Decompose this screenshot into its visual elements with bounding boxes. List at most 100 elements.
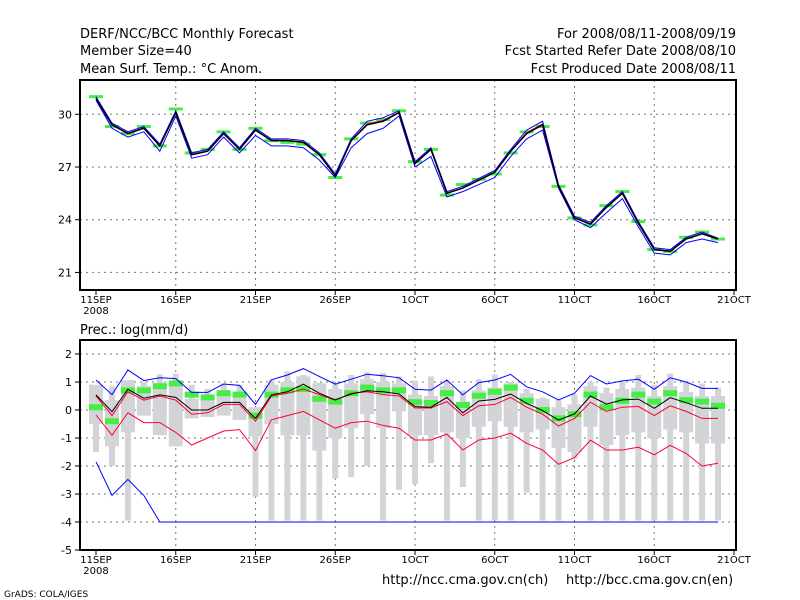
observation-mark: [312, 395, 327, 402]
ensemble-max-line: [95, 96, 719, 251]
observation-mark: [376, 118, 391, 122]
box: [296, 376, 311, 436]
observation-mark: [408, 399, 422, 406]
observation-mark: [535, 407, 550, 413]
observation-mark: [679, 397, 694, 404]
precip-chart: 2 1 0 -1 -2 -3 -4 -5 11SEP 16SEP 21SEP 26SEP 1OCT 6OC…: [61, 339, 752, 577]
ensemble-min-line: [95, 461, 718, 523]
observation-mark: [487, 172, 502, 176]
observation-mark: [599, 404, 614, 411]
chart-title: DERF/NCC/BCC Monthly Forecast: [80, 27, 294, 42]
box-whisker: [603, 387, 610, 521]
y-tick-label: 27: [58, 161, 72, 174]
plot-frame: [79, 339, 737, 551]
observation-mark: [168, 107, 183, 111]
y-tick-label: -2: [61, 460, 72, 473]
observation-mark: [615, 397, 630, 404]
y-tick-label: -4: [61, 516, 72, 529]
observation-mark: [695, 398, 710, 405]
y-tick-label: -3: [61, 488, 72, 501]
x-tick-label: 21OCT: [717, 555, 752, 566]
observation-mark: [392, 387, 407, 394]
box: [360, 379, 375, 415]
observation-mark: [503, 151, 518, 155]
url-ch[interactable]: http://ncc.cma.gov.cn(ch): [382, 573, 548, 588]
produced-date: Fcst Produced Date 2008/08/11: [531, 62, 736, 77]
x-tick-label: 6OCT: [481, 555, 509, 566]
x-tick-label: 21OCT: [717, 295, 752, 306]
box-whisker: [587, 382, 594, 521]
box: [599, 393, 614, 445]
observation-mark: [89, 95, 103, 99]
observation-mark: [519, 130, 534, 134]
x-tick-label: 11OCT: [558, 295, 593, 306]
box-whisker: [396, 376, 403, 490]
y-tick-label: -5: [61, 544, 72, 557]
observation-mark: [519, 397, 534, 404]
box-whisker: [667, 373, 674, 521]
box-whisker: [635, 375, 642, 521]
box-whisker: [268, 380, 275, 521]
refer-date: Fcst Started Refer Date 2008/08/10: [505, 44, 736, 59]
observation-mark: [232, 391, 247, 398]
box: [551, 407, 566, 448]
y-tick-label: 0: [65, 404, 72, 417]
observation-mark: [360, 384, 375, 391]
ensemble-min-line: [95, 99, 719, 256]
x-tick-label: 21SEP: [240, 295, 271, 306]
x-tick-label: 26SEP: [320, 295, 351, 306]
box-whisker: [491, 374, 498, 521]
x-tick-label: 16SEP: [160, 555, 191, 566]
box-whisker: [699, 383, 706, 521]
box: [615, 389, 630, 436]
y-tick-label: 21: [58, 266, 72, 279]
observation-mark: [136, 387, 151, 394]
y-tick-label: -1: [61, 432, 72, 445]
x-tick-label: 1OCT: [401, 555, 429, 566]
observation-mark: [487, 388, 502, 395]
box: [168, 383, 183, 447]
observation-mark: [248, 412, 263, 419]
x-tick-label: 1OCT: [401, 295, 429, 306]
y-tick-label: 1: [65, 376, 72, 389]
box-whisker: [284, 371, 291, 521]
ensemble-max-line: [95, 368, 718, 406]
observation-mark: [663, 390, 678, 397]
box: [232, 393, 247, 420]
percentile-line: [95, 97, 719, 252]
observation-mark: [376, 387, 391, 394]
x-year-label: 2008: [83, 306, 108, 317]
x-tick-label: 11SEP: [80, 295, 111, 306]
box-whisker: [523, 389, 530, 493]
box: [503, 383, 518, 427]
box: [216, 391, 231, 416]
box-whisker: [619, 382, 626, 521]
box: [200, 397, 215, 417]
box: [344, 383, 359, 429]
box-whisker: [316, 382, 323, 521]
observation-mark: [296, 142, 311, 146]
observation-mark: [89, 404, 103, 411]
box-whisker: [555, 400, 562, 521]
observation-mark: [423, 400, 438, 406]
ensemble-mean-line: [95, 383, 718, 421]
observation-mark: [104, 125, 119, 129]
box-whisker: [364, 372, 371, 466]
url-en[interactable]: http://bcc.cma.gov.cn(en): [566, 573, 733, 588]
observation-mark: [711, 237, 726, 241]
box: [663, 386, 678, 430]
observation-mark: [200, 394, 215, 401]
box: [152, 383, 167, 436]
box: [184, 398, 199, 419]
box-whisker: [443, 382, 450, 521]
box-whisker: [715, 387, 722, 521]
box-whisker: [683, 382, 690, 521]
box-whisker: [252, 410, 259, 497]
observation-mark: [455, 183, 470, 187]
forecast-period: For 2008/08/11-2008/09/19: [557, 27, 736, 42]
box-whisker: [380, 373, 387, 521]
x-year-label: 2008: [83, 566, 108, 577]
observation-mark: [360, 121, 375, 125]
observation-mark: [439, 390, 454, 397]
